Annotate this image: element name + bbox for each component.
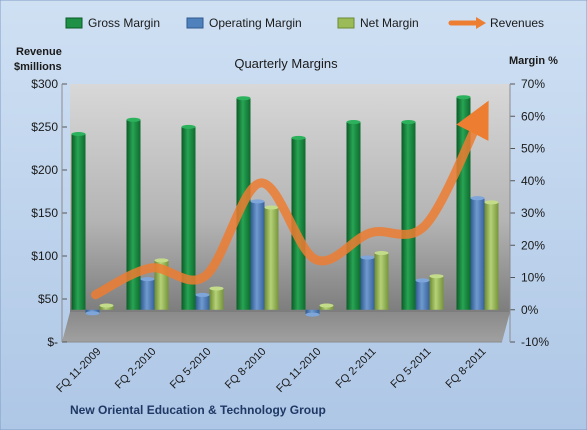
gross-margin-bar (126, 119, 141, 310)
operating-margin-bar (360, 257, 375, 310)
gross-margin-bar-top (71, 131, 86, 136)
net-margin-bar-top (429, 274, 444, 279)
y-right-tick-label: 60% (521, 109, 545, 123)
revenues-line-layer (91, 100, 489, 300)
y-right-axis: -10% 0% 10% 20% 30% 40% 50% 60% 70% (509, 77, 549, 349)
gross-margin-bar-top (291, 135, 306, 140)
gross-margin-bar (291, 137, 306, 310)
revenues-line (91, 100, 489, 300)
legend-arrow-icon (476, 17, 486, 29)
operating-margin-bar-top (470, 196, 485, 201)
y-right-tick-label: 10% (521, 271, 545, 285)
operating-margin-bar (305, 309, 320, 315)
gross-margin-bar-top (346, 120, 361, 125)
y-left-tick-label: $100 (31, 249, 58, 263)
gross-margin-bar (456, 97, 471, 310)
operating-margin-bar-top (305, 312, 320, 317)
operating-margin-bar-top (85, 311, 100, 316)
operating-margin-bar (470, 198, 485, 310)
y-left-tick-label: $- (47, 335, 58, 349)
bars-layer (71, 95, 499, 317)
gross-margin-bar (181, 126, 196, 310)
footer-company-name: New Oriental Education & Technology Grou… (70, 403, 326, 417)
net-margin-bar (429, 276, 444, 310)
net-margin-bar-top (374, 250, 389, 255)
gross-margin-bar-top (236, 96, 251, 101)
operating-margin-bar (415, 280, 430, 310)
net-margin-bar-top (319, 303, 334, 308)
net-margin-bar-top (264, 205, 279, 210)
operating-margin-bar-top (195, 292, 210, 297)
y-right-tick-label: 70% (521, 77, 545, 91)
legend-swatch-operating-margin (186, 17, 204, 29)
gross-margin-bar (401, 122, 416, 310)
plot-floor (62, 312, 510, 342)
y-right-tick-label: 40% (521, 174, 545, 188)
y-left-label-line2: $millions (14, 61, 62, 73)
y-right-label: Margin % (509, 55, 558, 67)
y-left-tick-label: $200 (31, 163, 58, 177)
operating-margin-bar-top (250, 199, 265, 204)
y-left-axis: $- $50 $100 $150 $200 $250 $300 (31, 77, 67, 349)
net-margin-bar-top (484, 200, 499, 205)
net-margin-bar (99, 305, 114, 310)
operating-margin-bar (195, 294, 210, 310)
operating-margin-bar-top (415, 278, 430, 283)
legend: Gross Margin Operating Margin Net Margin… (65, 16, 544, 30)
net-margin-bar (484, 202, 499, 310)
gross-margin-bar (71, 133, 86, 310)
operating-margin-bar (140, 279, 155, 310)
y-right-tick-label: 20% (521, 238, 545, 252)
y-left-tick-label: $300 (31, 77, 58, 91)
y-right-tick-label: 50% (521, 142, 545, 156)
net-margin-bar (209, 288, 224, 310)
operating-margin-bar-top (140, 277, 155, 282)
operating-margin-bar-top (360, 255, 375, 260)
y-right-tick-label: 0% (521, 303, 539, 317)
gross-margin-bar-top (401, 120, 416, 125)
chart-title: Quarterly Margins (234, 56, 338, 71)
legend-swatch-net-margin (337, 17, 355, 29)
legend-label-net-margin: Net Margin (360, 16, 419, 30)
net-margin-bar (374, 252, 389, 310)
legend-swatch-gross-margin (65, 17, 83, 29)
legend-label-revenues: Revenues (490, 16, 544, 30)
legend-label-gross-margin: Gross Margin (88, 16, 160, 30)
y-right-tick-label: 30% (521, 206, 545, 220)
gross-margin-bar-top (456, 95, 471, 100)
y-left-tick-label: $250 (31, 120, 58, 134)
net-margin-bar (319, 305, 334, 310)
net-margin-bar-top (99, 303, 114, 308)
y-left-label-line1: Revenue (16, 46, 62, 58)
gross-margin-bar-top (181, 124, 196, 129)
legend-label-operating-margin: Operating Margin (209, 16, 302, 30)
net-margin-bar (264, 207, 279, 310)
gross-margin-bar (346, 122, 361, 310)
y-right-tick-label: -10% (521, 335, 549, 349)
y-left-tick-label: $150 (31, 206, 58, 220)
gross-margin-bar-top (126, 117, 141, 122)
operating-margin-bar (250, 201, 265, 310)
y-left-tick-label: $50 (38, 292, 58, 306)
net-margin-bar-top (154, 258, 169, 263)
net-margin-bar-top (209, 286, 224, 291)
